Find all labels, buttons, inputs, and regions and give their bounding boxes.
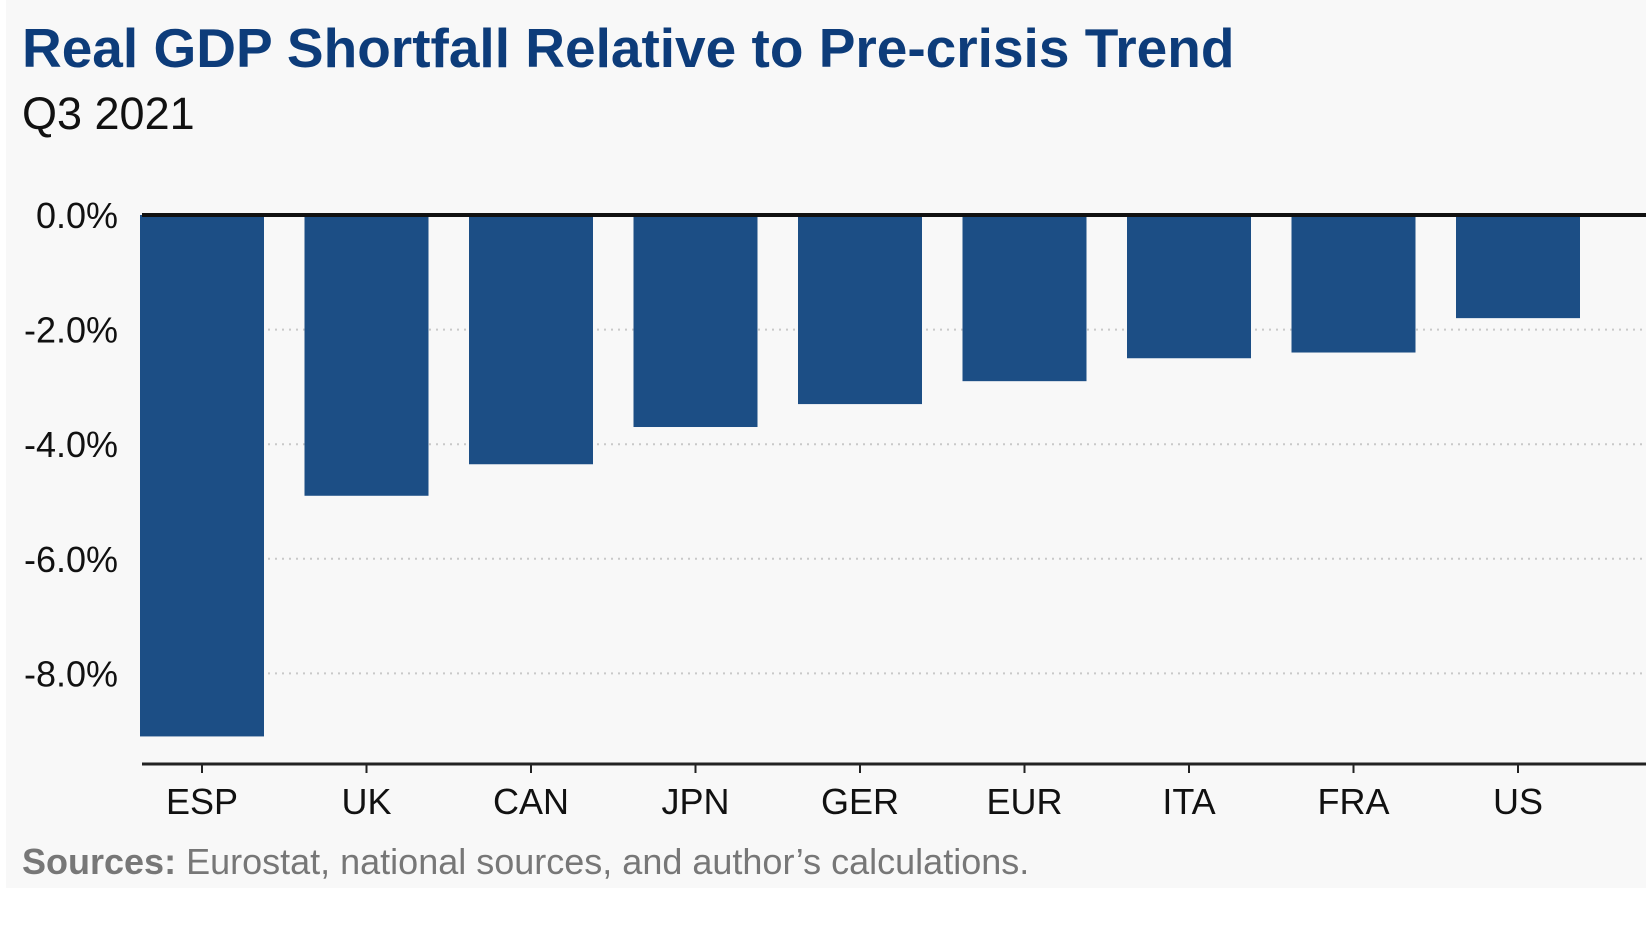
bar <box>140 215 264 737</box>
y-tick-label: -2.0% <box>24 310 118 351</box>
x-tick-label: US <box>1493 781 1543 822</box>
bar <box>304 215 429 496</box>
bar <box>1456 215 1580 319</box>
y-tick-label: -8.0% <box>24 653 118 694</box>
bar <box>962 215 1087 382</box>
x-tick-label: GER <box>821 781 899 822</box>
chart-subtitle: Q3 2021 <box>22 88 195 139</box>
x-tick-label: JPN <box>661 781 729 822</box>
y-tick-label: -6.0% <box>24 539 118 580</box>
source-label: Sources: <box>22 841 177 882</box>
y-tick-label: 0.0% <box>36 195 118 236</box>
bar <box>1291 215 1416 353</box>
tick-labels: 0.0% -2.0% -4.0% -6.0% -8.0% ESP UK CAN JPN GER EU… <box>24 195 1543 822</box>
source-text: Eurostat, national sources, and author’s… <box>176 841 1030 882</box>
x-tick-label: CAN <box>493 781 569 822</box>
x-tick-label: ITA <box>1162 781 1215 822</box>
chart-title: Real GDP Shortfall Relative to Pre-crisi… <box>22 17 1235 79</box>
y-tick-label: -4.0% <box>24 424 118 465</box>
x-tick-label: ESP <box>166 781 238 822</box>
x-tick-label: EUR <box>986 781 1062 822</box>
axes <box>142 213 1646 773</box>
bar <box>798 215 922 405</box>
source-note: Sources: Eurostat, national sources, and… <box>22 838 1029 886</box>
bar <box>1127 215 1251 359</box>
chart-panel <box>6 0 1646 888</box>
bar <box>469 215 593 465</box>
x-tick-label: FRA <box>1318 781 1390 822</box>
bar <box>633 215 758 428</box>
x-tick-label: UK <box>341 781 391 822</box>
bars <box>140 215 1580 737</box>
